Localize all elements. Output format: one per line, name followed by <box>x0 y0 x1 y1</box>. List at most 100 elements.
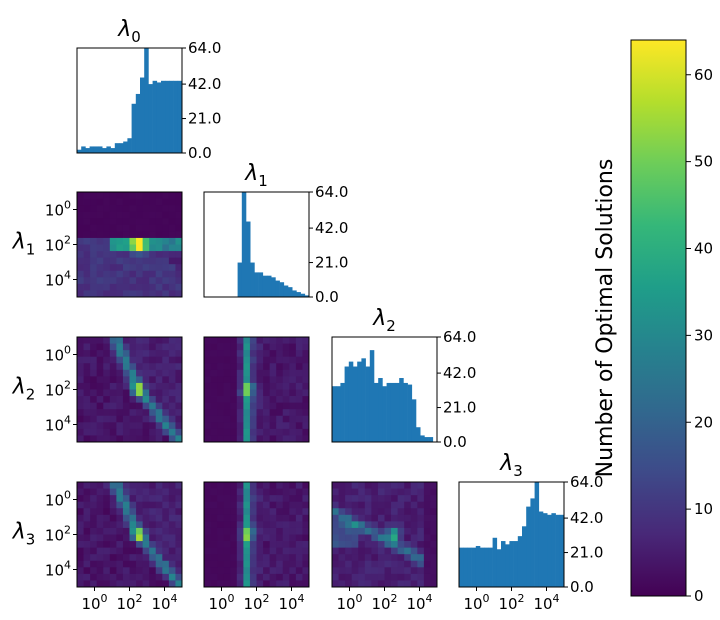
heatmap-cell <box>155 251 163 259</box>
heatmap-cell <box>404 514 412 522</box>
heatmap-cell <box>256 527 264 535</box>
heatmap-cell <box>256 343 264 351</box>
heatmap-cell <box>384 514 392 522</box>
heatmap-cell <box>302 521 310 529</box>
heatmap-cell <box>223 488 231 496</box>
heatmap-cell <box>358 580 366 588</box>
heatmap-cell <box>116 277 124 285</box>
heatmap-cell <box>77 224 84 232</box>
heatmap-cell <box>302 482 310 489</box>
heatmap-cell <box>168 573 176 581</box>
heatmap-cell <box>391 482 399 489</box>
heatmap-cell <box>295 376 303 384</box>
heatmap-cell <box>175 251 183 259</box>
heatmap-cell <box>103 264 111 272</box>
histogram-l3-bar <box>555 514 561 587</box>
histogram-tick-label: 64.0 <box>570 473 603 491</box>
heatmap-cell <box>116 198 124 206</box>
histogram-l3-bar <box>459 547 464 588</box>
heatmap-cell <box>149 435 157 443</box>
heatmap-cell <box>410 567 418 575</box>
heatmap-cell <box>230 402 238 410</box>
heatmap-cell <box>256 547 264 555</box>
heatmap-cell <box>404 488 412 496</box>
heatmap-cell <box>90 251 98 259</box>
colorbar-tick-label: 40 <box>694 240 713 258</box>
heatmap-cell <box>149 389 157 397</box>
heatmap-cell <box>236 580 244 588</box>
histogram-l0-bar <box>89 146 95 153</box>
heatmap-cell <box>90 237 98 245</box>
histogram-l3-bar <box>471 547 477 588</box>
heatmap-cell <box>175 567 183 575</box>
heatmap-cell <box>90 356 98 364</box>
heatmap-cell <box>155 218 163 226</box>
heatmap-cell <box>122 409 130 417</box>
heatmap-cell <box>358 547 366 555</box>
heatmap-cell <box>410 554 418 562</box>
heatmap-cell <box>210 534 218 542</box>
heatmap-cell <box>149 192 157 199</box>
heatmap-cell <box>103 224 111 232</box>
heatmap-cell <box>243 567 251 575</box>
heatmap-cell <box>103 363 111 371</box>
heatmap-cell <box>371 554 379 562</box>
heatmap-cell <box>122 277 130 285</box>
heatmap-cell <box>90 277 98 285</box>
heatmap-cell <box>149 224 157 232</box>
heatmap-cell <box>109 428 117 436</box>
heatmap-cell <box>116 356 124 364</box>
heatmap-cell <box>263 337 271 344</box>
heatmap-cell <box>423 567 431 575</box>
heatmap-cell <box>295 435 303 443</box>
heatmap-cell <box>175 376 183 384</box>
heatmap-cell <box>358 514 366 522</box>
heatmap-cell <box>168 527 176 535</box>
heatmap-cell <box>116 218 124 226</box>
heatmap-cell <box>243 422 251 430</box>
histogram-tick-label: 0.0 <box>315 288 339 306</box>
heatmap-cell <box>263 554 271 562</box>
heatmap-cell <box>377 580 385 588</box>
heatmap-cell <box>289 534 297 542</box>
heatmap-cell <box>155 409 163 417</box>
histogram-l2-bar <box>336 386 341 442</box>
histogram-title-l1: λ1 <box>244 161 268 190</box>
heatmap-cell <box>122 192 130 199</box>
heatmap-cell <box>162 283 170 291</box>
heatmap-cell <box>332 560 339 568</box>
heatmap-cell <box>142 495 150 503</box>
heatmap-cell <box>116 580 124 588</box>
heatmap-cell <box>204 495 211 503</box>
heatmap-cell <box>136 211 144 219</box>
heatmap-cell <box>129 231 137 239</box>
histogram-l0-bar <box>119 143 124 153</box>
histogram-l3-bar <box>517 536 523 587</box>
heatmap-cell <box>263 343 271 351</box>
heatmap-cell <box>83 415 91 423</box>
heatmap-cell <box>103 482 111 489</box>
heatmap-cell <box>136 343 144 351</box>
heatmap-cell <box>142 376 150 384</box>
heatmap-cell <box>116 192 124 199</box>
heatmap-cell <box>96 580 104 588</box>
heatmap-cell <box>109 270 117 278</box>
heatmap-cell <box>210 560 218 568</box>
heatmap-cell <box>217 337 225 344</box>
heatmap-cell <box>256 488 264 496</box>
histogram-l3-bar <box>492 537 498 587</box>
heatmap-cell <box>136 567 144 575</box>
heatmap-cell <box>90 283 98 291</box>
heatmap-cell <box>276 356 284 364</box>
heatmap-cell <box>122 205 130 213</box>
heatmap-cell <box>423 508 431 516</box>
heatmap-cell <box>430 554 438 562</box>
heatmap-cell <box>282 415 290 423</box>
heatmap-cell <box>364 508 372 516</box>
heatmap-cell <box>103 580 111 588</box>
heatmap-cell <box>155 422 163 430</box>
heatmap-cell <box>103 218 111 226</box>
heatmap-cell <box>142 224 150 232</box>
histogram-l2-bar <box>395 382 400 442</box>
heatmap-cell <box>155 356 163 364</box>
